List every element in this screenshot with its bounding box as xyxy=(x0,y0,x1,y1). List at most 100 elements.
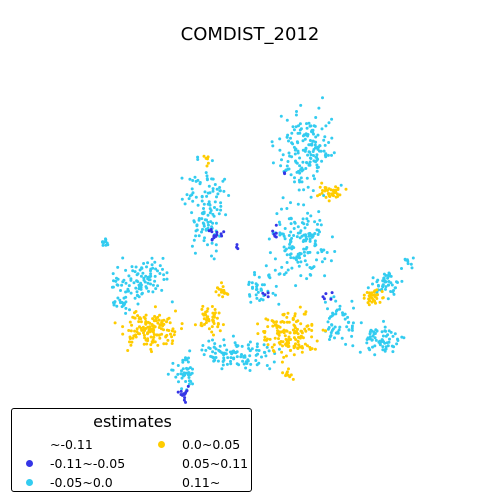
map-point xyxy=(158,336,162,340)
map-point xyxy=(373,353,377,357)
map-point xyxy=(215,208,219,212)
map-point xyxy=(149,269,152,273)
map-point xyxy=(271,324,275,328)
map-point xyxy=(273,257,277,261)
map-point xyxy=(249,362,253,366)
legend-marker-6 xyxy=(158,479,165,486)
map-point xyxy=(298,156,302,160)
map-point xyxy=(156,315,160,319)
map-point xyxy=(384,285,388,289)
map-point xyxy=(160,332,164,336)
map-point xyxy=(307,143,311,147)
map-point xyxy=(327,199,331,203)
map-point xyxy=(195,224,199,228)
map-point xyxy=(210,254,213,258)
map-point xyxy=(284,337,288,341)
map-point xyxy=(334,312,338,316)
map-point xyxy=(268,337,272,341)
map-point xyxy=(154,318,158,322)
map-point xyxy=(113,321,117,325)
map-point xyxy=(186,360,190,364)
map-point xyxy=(299,103,303,107)
map-point xyxy=(182,398,186,402)
map-point xyxy=(190,244,194,248)
map-point xyxy=(150,340,154,344)
map-point xyxy=(396,339,400,342)
map-point xyxy=(313,239,317,243)
map-point xyxy=(255,296,259,300)
map-point xyxy=(290,266,294,270)
map-point xyxy=(282,320,286,324)
map-point xyxy=(308,273,312,276)
map-point xyxy=(358,350,362,354)
map-point xyxy=(292,256,296,260)
map-point xyxy=(155,333,159,337)
map-point xyxy=(388,337,391,341)
map-point xyxy=(410,266,414,270)
map-point xyxy=(316,251,320,255)
map-point xyxy=(286,268,290,272)
map-point xyxy=(235,355,239,359)
map-point xyxy=(296,260,300,264)
map-point xyxy=(287,151,291,155)
map-point xyxy=(257,275,261,279)
map-point xyxy=(372,332,376,336)
map-point xyxy=(234,343,238,347)
map-point xyxy=(222,358,226,362)
map-point xyxy=(316,157,320,161)
map-point xyxy=(392,345,396,349)
map-point xyxy=(202,353,206,357)
map-point xyxy=(315,258,318,262)
map-point xyxy=(334,309,338,313)
map-point xyxy=(292,346,296,350)
map-point xyxy=(367,297,371,301)
map-point xyxy=(165,333,169,337)
map-point xyxy=(253,273,257,277)
map-point xyxy=(210,159,214,163)
map-point xyxy=(266,291,270,295)
map-point xyxy=(272,360,276,364)
map-point xyxy=(323,300,327,304)
map-point xyxy=(136,302,140,306)
map-point xyxy=(303,149,307,153)
map-point xyxy=(248,369,252,372)
map-point xyxy=(200,348,204,352)
map-point xyxy=(220,367,224,371)
map-point xyxy=(219,201,223,205)
map-point xyxy=(333,336,336,340)
map-point xyxy=(200,307,204,311)
map-point xyxy=(211,221,215,225)
map-point xyxy=(342,313,346,317)
map-point xyxy=(352,306,355,310)
map-point xyxy=(153,305,157,309)
map-point xyxy=(374,301,377,305)
map-point xyxy=(164,342,168,346)
map-point xyxy=(166,372,170,376)
map-point xyxy=(202,154,206,158)
map-point xyxy=(211,338,214,342)
map-point xyxy=(295,110,298,113)
map-point xyxy=(315,169,319,173)
map-point xyxy=(305,277,309,281)
map-point xyxy=(386,297,390,301)
map-point xyxy=(124,268,128,272)
map-point xyxy=(219,232,223,236)
map-point xyxy=(111,272,115,276)
map-point xyxy=(322,297,326,301)
map-point xyxy=(301,217,305,221)
map-point xyxy=(287,139,290,143)
map-point xyxy=(237,363,241,367)
map-point xyxy=(239,355,243,359)
map-point xyxy=(323,274,327,278)
map-point xyxy=(176,372,180,376)
map-point xyxy=(296,202,300,206)
map-point xyxy=(294,284,298,288)
map-point xyxy=(302,247,306,251)
map-point xyxy=(287,234,291,237)
map-point xyxy=(308,345,312,349)
map-point xyxy=(329,334,333,337)
map-point xyxy=(264,354,268,358)
map-point xyxy=(277,272,281,276)
map-point xyxy=(333,325,337,329)
map-point xyxy=(222,291,225,294)
